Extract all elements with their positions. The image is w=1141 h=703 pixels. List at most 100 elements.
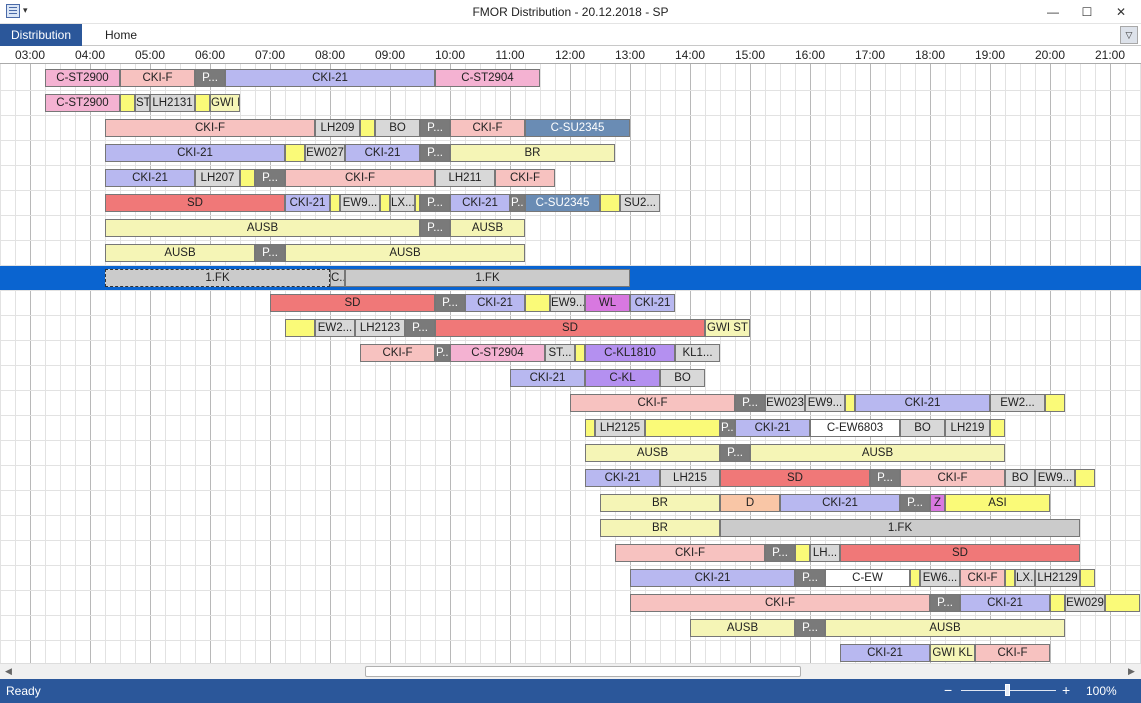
task-bar[interactable]: BR <box>600 519 720 537</box>
minimize-button[interactable]: — <box>1047 5 1059 19</box>
task-bar[interactable]: BO <box>375 119 420 137</box>
task-bar[interactable]: CKI-21 <box>630 294 675 312</box>
task-bar[interactable]: P... <box>420 219 450 237</box>
task-bar[interactable]: C-KL <box>585 369 660 387</box>
task-bar[interactable]: EW027 <box>305 144 345 162</box>
task-bar[interactable]: CKI-F <box>360 344 435 362</box>
task-bar[interactable]: C-ST2904 <box>435 69 540 87</box>
task-bar[interactable]: EW9... <box>340 194 380 212</box>
task-bar[interactable]: CKI-21 <box>735 419 810 437</box>
task-bar[interactable]: CKI-F <box>495 169 555 187</box>
task-bar[interactable] <box>1050 594 1065 612</box>
close-button[interactable]: ✕ <box>1115 5 1127 19</box>
task-bar[interactable]: KL1... <box>675 344 720 362</box>
task-bar[interactable] <box>285 319 315 337</box>
task-bar[interactable]: LH209 <box>315 119 360 137</box>
task-bar[interactable]: EW023 <box>765 394 805 412</box>
task-bar[interactable] <box>240 169 255 187</box>
task-bar[interactable] <box>195 94 210 112</box>
task-bar[interactable] <box>1075 469 1095 487</box>
task-bar[interactable]: P... <box>510 194 525 212</box>
task-bar[interactable]: C-ST2904 <box>450 344 545 362</box>
task-bar[interactable]: 1.FK <box>720 519 1080 537</box>
task-bar[interactable] <box>1080 569 1095 587</box>
task-bar[interactable]: GWI KL <box>930 644 975 662</box>
task-bar[interactable] <box>120 94 135 112</box>
task-bar[interactable] <box>1045 394 1065 412</box>
task-bar[interactable]: P... <box>195 69 225 87</box>
task-bar[interactable]: CKI-21 <box>840 644 930 662</box>
task-bar[interactable]: ST <box>135 94 150 112</box>
task-bar[interactable]: BO <box>900 419 945 437</box>
task-bar[interactable]: P... <box>720 444 750 462</box>
task-bar[interactable]: LH215 <box>660 469 720 487</box>
task-bar[interactable]: LH2125 <box>595 419 645 437</box>
task-bar[interactable]: P... <box>420 144 450 162</box>
task-bar[interactable]: BO <box>1005 469 1035 487</box>
task-bar[interactable]: SD <box>270 294 435 312</box>
maximize-button[interactable]: ☐ <box>1081 5 1093 19</box>
gantt-chart[interactable]: 03:00 04:00 05:00 06:00 07:00 08:00 09:00 10:00… <box>0 46 1141 663</box>
task-bar[interactable]: P... <box>795 619 825 637</box>
scroll-left-icon[interactable]: ◀ <box>5 666 12 676</box>
task-bar[interactable]: WL <box>585 294 630 312</box>
task-bar[interactable] <box>910 569 920 587</box>
task-bar[interactable]: 1.FK <box>345 269 630 287</box>
task-bar[interactable] <box>845 394 855 412</box>
task-bar[interactable]: EW6... <box>920 569 960 587</box>
task-bar[interactable]: P... <box>900 494 930 512</box>
task-bar[interactable]: P... <box>720 419 735 437</box>
task-bar[interactable]: LH2129 <box>1035 569 1080 587</box>
task-bar[interactable]: EW9... <box>1035 469 1075 487</box>
task-bar[interactable] <box>585 419 595 437</box>
task-bar[interactable]: P... <box>795 569 825 587</box>
task-bar[interactable]: CKI-F <box>285 169 435 187</box>
task-bar[interactable]: EW2... <box>990 394 1045 412</box>
task-bar[interactable]: CKI-F <box>570 394 735 412</box>
task-bar[interactable]: EW9... <box>550 294 585 312</box>
task-bar[interactable]: D <box>720 494 780 512</box>
task-bar[interactable] <box>575 344 585 362</box>
task-bar[interactable]: EW029 <box>1065 594 1105 612</box>
task-bar[interactable]: AUSB <box>105 244 255 262</box>
task-bar[interactable]: CKI-F <box>900 469 1005 487</box>
task-bar[interactable]: AUSB <box>450 219 525 237</box>
task-bar[interactable] <box>330 194 340 212</box>
task-bar[interactable]: CKI-21 <box>855 394 990 412</box>
task-bar[interactable]: P... <box>255 169 285 187</box>
task-bar[interactable]: P... <box>420 119 450 137</box>
task-bar[interactable]: P... <box>735 394 765 412</box>
task-bar[interactable]: LH2123 <box>355 319 405 337</box>
task-bar[interactable]: CKI-21 <box>225 69 435 87</box>
task-bar[interactable]: C-ST2900 <box>45 69 120 87</box>
task-bar[interactable]: P... <box>405 319 435 337</box>
ribbon-collapse-icon[interactable]: ▽ <box>1120 26 1138 44</box>
task-bar[interactable]: C-EW <box>825 569 910 587</box>
task-bar[interactable]: CKI-21 <box>105 144 285 162</box>
task-bar[interactable]: BO <box>660 369 705 387</box>
task-bar[interactable]: GWI ST <box>705 319 750 337</box>
task-bar[interactable]: P... <box>255 244 285 262</box>
zoom-slider-thumb[interactable] <box>1005 684 1010 696</box>
task-bar[interactable]: CKI-21 <box>450 194 510 212</box>
task-bar[interactable] <box>360 119 375 137</box>
task-bar[interactable] <box>415 194 420 212</box>
task-bar[interactable]: AUSB <box>825 619 1065 637</box>
quick-access-dropdown-icon[interactable]: ▾ <box>23 5 28 15</box>
task-bar[interactable] <box>380 194 390 212</box>
zoom-in-button[interactable]: + <box>1062 682 1071 698</box>
task-bar[interactable]: ASI <box>945 494 1050 512</box>
task-bar[interactable]: CKI-21 <box>285 194 330 212</box>
app-grid-icon[interactable] <box>6 4 20 18</box>
task-bar[interactable]: C-SU2345 <box>525 194 600 212</box>
task-bar[interactable]: BR <box>450 144 615 162</box>
task-bar[interactable]: CKI-21 <box>585 469 660 487</box>
task-bar[interactable]: LH2131 <box>150 94 195 112</box>
horizontal-scrollbar[interactable]: ◀ ▶ <box>0 663 1141 679</box>
task-bar[interactable]: P... <box>420 194 450 212</box>
task-bar[interactable]: CKI-21 <box>780 494 900 512</box>
task-bar[interactable]: LX... <box>1015 569 1035 587</box>
task-bar[interactable]: P... <box>765 544 795 562</box>
task-bar[interactable]: LX... <box>390 194 415 212</box>
task-bar[interactable] <box>990 419 1005 437</box>
